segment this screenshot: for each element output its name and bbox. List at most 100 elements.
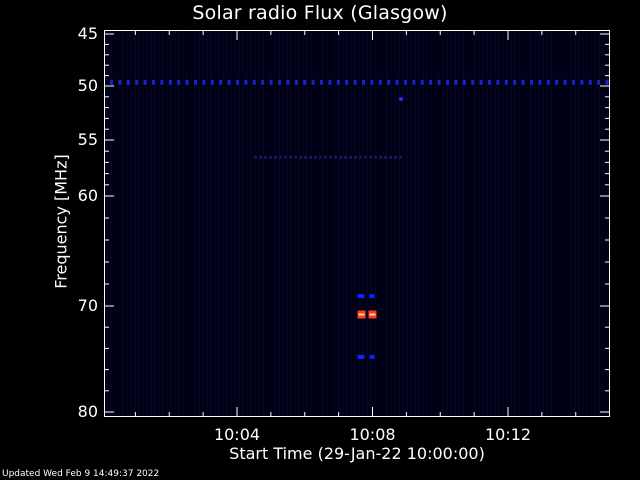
noise-stripe [350, 30, 352, 417]
interference-dot [168, 79, 172, 85]
noise-stripe [230, 30, 232, 417]
interference-dot [152, 79, 155, 85]
noise-stripe [146, 30, 148, 417]
noise-stripe [570, 30, 572, 417]
noise-stripe [382, 30, 384, 417]
noise-stripe [246, 30, 248, 417]
faint-streak-dot [349, 155, 352, 159]
interference-dot [378, 79, 382, 85]
spectrogram-svg [104, 30, 610, 417]
y-tick-label: 80 [77, 402, 98, 421]
stray-signal-dot [399, 97, 403, 101]
interference-dot [320, 79, 323, 85]
noise-stripe [462, 30, 464, 417]
interference-dot [546, 79, 550, 85]
noise-stripe [442, 30, 444, 417]
noise-stripe [554, 30, 556, 417]
noise-stripe [526, 30, 528, 417]
interference-dot [504, 79, 508, 85]
noise-stripe [502, 30, 504, 417]
faint-streak-dot [314, 155, 317, 159]
noise-stripe [290, 30, 292, 417]
interference-dot [454, 79, 458, 85]
faint-streak-dot [294, 155, 297, 159]
noise-stripe [342, 30, 344, 417]
noise-stripe [534, 30, 536, 417]
noise-stripe [458, 30, 460, 417]
noise-stripe [466, 30, 468, 417]
noise-stripe [334, 30, 336, 417]
faint-streak-dot [374, 155, 377, 159]
noise-stripe [430, 30, 432, 417]
faint-streak-dot [399, 155, 402, 159]
interference-dot [194, 79, 197, 85]
interference-dot [286, 79, 290, 85]
noise-stripe [294, 30, 296, 417]
noise-stripe [454, 30, 456, 417]
noise-stripe [486, 30, 488, 417]
noise-stripe [422, 30, 424, 417]
noise-stripe [582, 30, 584, 417]
y-tick-label: 45 [77, 24, 98, 43]
noise-stripe [318, 30, 320, 417]
noise-stripe [470, 30, 472, 417]
interference-dot [269, 79, 273, 85]
faint-streak-dot [304, 155, 307, 159]
interference-dot [252, 79, 256, 85]
interference-dot [387, 79, 391, 85]
faint-streak-dot [309, 155, 312, 159]
noise-stripe [330, 30, 332, 417]
noise-stripe [578, 30, 580, 417]
interference-dot [328, 79, 332, 85]
interference-dot [202, 79, 206, 85]
noise-stripe [222, 30, 224, 417]
burst-edge-mark [369, 354, 375, 359]
noise-stripe [298, 30, 300, 417]
burst-edge-mark [357, 354, 365, 359]
noise-stripe [590, 30, 592, 417]
noise-stripe [138, 30, 140, 417]
interference-dot [370, 79, 374, 85]
noise-stripe [398, 30, 400, 417]
noise-stripe [478, 30, 480, 417]
noise-stripe [142, 30, 144, 417]
noise-stripe [390, 30, 392, 417]
noise-stripe [314, 30, 316, 417]
plot-background [104, 30, 610, 417]
y-tick-label: 55 [77, 130, 98, 149]
noise-stripe [418, 30, 420, 417]
noise-stripe [310, 30, 312, 417]
interference-dot [597, 79, 601, 85]
noise-stripe [530, 30, 532, 417]
interference-dot [513, 79, 517, 85]
faint-streak-dot [299, 155, 302, 159]
interference-dot [530, 79, 533, 85]
x-tick-label: 10:04 [213, 425, 261, 444]
faint-streak-dot [379, 155, 382, 159]
spectrogram-plot [104, 30, 610, 417]
interference-dot [462, 79, 466, 85]
x-tick-label: 10:08 [349, 425, 396, 444]
noise-stripe [518, 30, 520, 417]
chart-title: Solar radio Flux (Glasgow) [192, 2, 448, 24]
noise-stripe [174, 30, 176, 417]
y-tick-label: 70 [77, 296, 98, 315]
interference-dot [353, 79, 357, 85]
interference-dot [135, 79, 139, 85]
interference-dot [219, 79, 223, 85]
faint-streak-dot [324, 155, 327, 159]
noise-stripe [114, 30, 116, 417]
noise-stripe [254, 30, 256, 417]
interference-dot [227, 79, 231, 85]
noise-stripe [426, 30, 428, 417]
interference-dot [336, 79, 340, 85]
interference-dot [311, 79, 315, 85]
noise-stripe [170, 30, 172, 417]
noise-stripe [122, 30, 124, 417]
interference-dot [244, 79, 248, 85]
noise-layer [106, 30, 608, 417]
interference-dot [479, 79, 483, 85]
faint-streak-dot [394, 155, 397, 159]
noise-stripe [234, 30, 236, 417]
noise-stripe [410, 30, 412, 417]
